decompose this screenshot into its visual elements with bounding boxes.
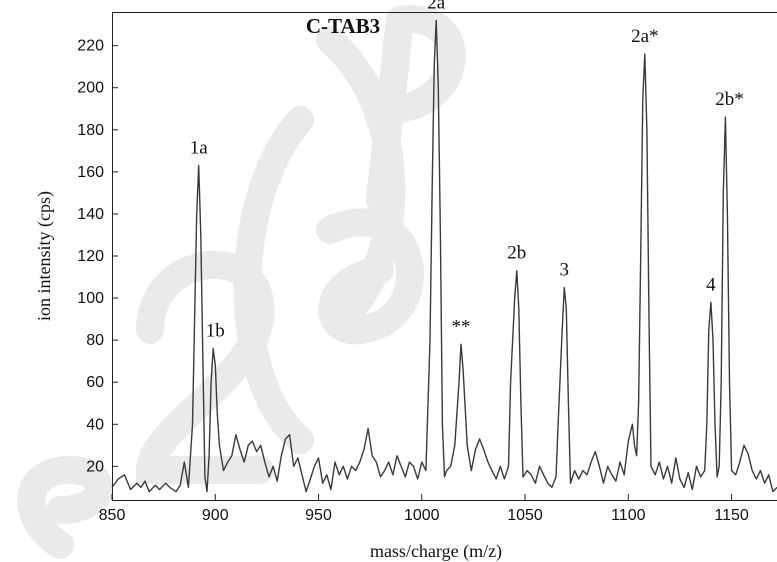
x-tick-label: 850	[99, 507, 126, 524]
x-tick-label: 900	[202, 507, 229, 524]
peak-label: 2b	[507, 243, 526, 264]
x-tick-label: 1100	[611, 507, 646, 524]
x-tick-label: 950	[305, 507, 332, 524]
x-tick-label: 1000	[404, 507, 440, 524]
y-axis-ticks: 20 40 60 80 100 120 140 160 180 200 220	[77, 38, 118, 475]
y-tick-label: 200	[77, 80, 104, 97]
peak-label: 2a	[427, 0, 446, 13]
peak-label: 4	[706, 274, 716, 295]
y-tick-label: 40	[86, 416, 104, 433]
peak-label: 1b	[206, 321, 225, 342]
y-axis-label: ion intensity (cps)	[34, 191, 55, 321]
x-tick-label: 1150	[714, 507, 749, 524]
peak-annotations: 1a 1b 2a ** 2b 3 2a* 4 2b*	[190, 0, 744, 342]
y-tick-label: 80	[86, 332, 104, 349]
y-tick-label: 20	[86, 458, 104, 475]
x-axis-ticks: 850 900 950 1000 1050 1100 1150	[99, 494, 749, 524]
watermark-stroke-paren-open	[233, 106, 314, 454]
peak-label: 2a*	[631, 26, 658, 47]
x-tick-label: 1050	[507, 507, 543, 524]
spectrum-line	[111, 19, 777, 493]
y-tick-label: 60	[86, 374, 104, 391]
watermark	[17, 5, 466, 559]
y-tick-label: 100	[77, 290, 104, 307]
watermark-stroke-e	[17, 455, 113, 559]
peak-label: **	[452, 316, 471, 337]
y-tick-label: 120	[77, 248, 104, 265]
y-tick-label: 160	[77, 164, 104, 181]
peak-label: 3	[560, 260, 570, 281]
watermark-stroke-p	[366, 5, 466, 214]
peak-label: 1a	[190, 138, 209, 159]
y-tick-label: 180	[77, 122, 104, 139]
y-tick-label: 220	[77, 38, 104, 55]
chart-title: C-TAB3	[306, 14, 380, 38]
y-tick-label: 140	[77, 206, 104, 223]
x-axis-label: mass/charge (m/z)	[370, 541, 502, 562]
peak-label: 2b*	[715, 89, 744, 110]
